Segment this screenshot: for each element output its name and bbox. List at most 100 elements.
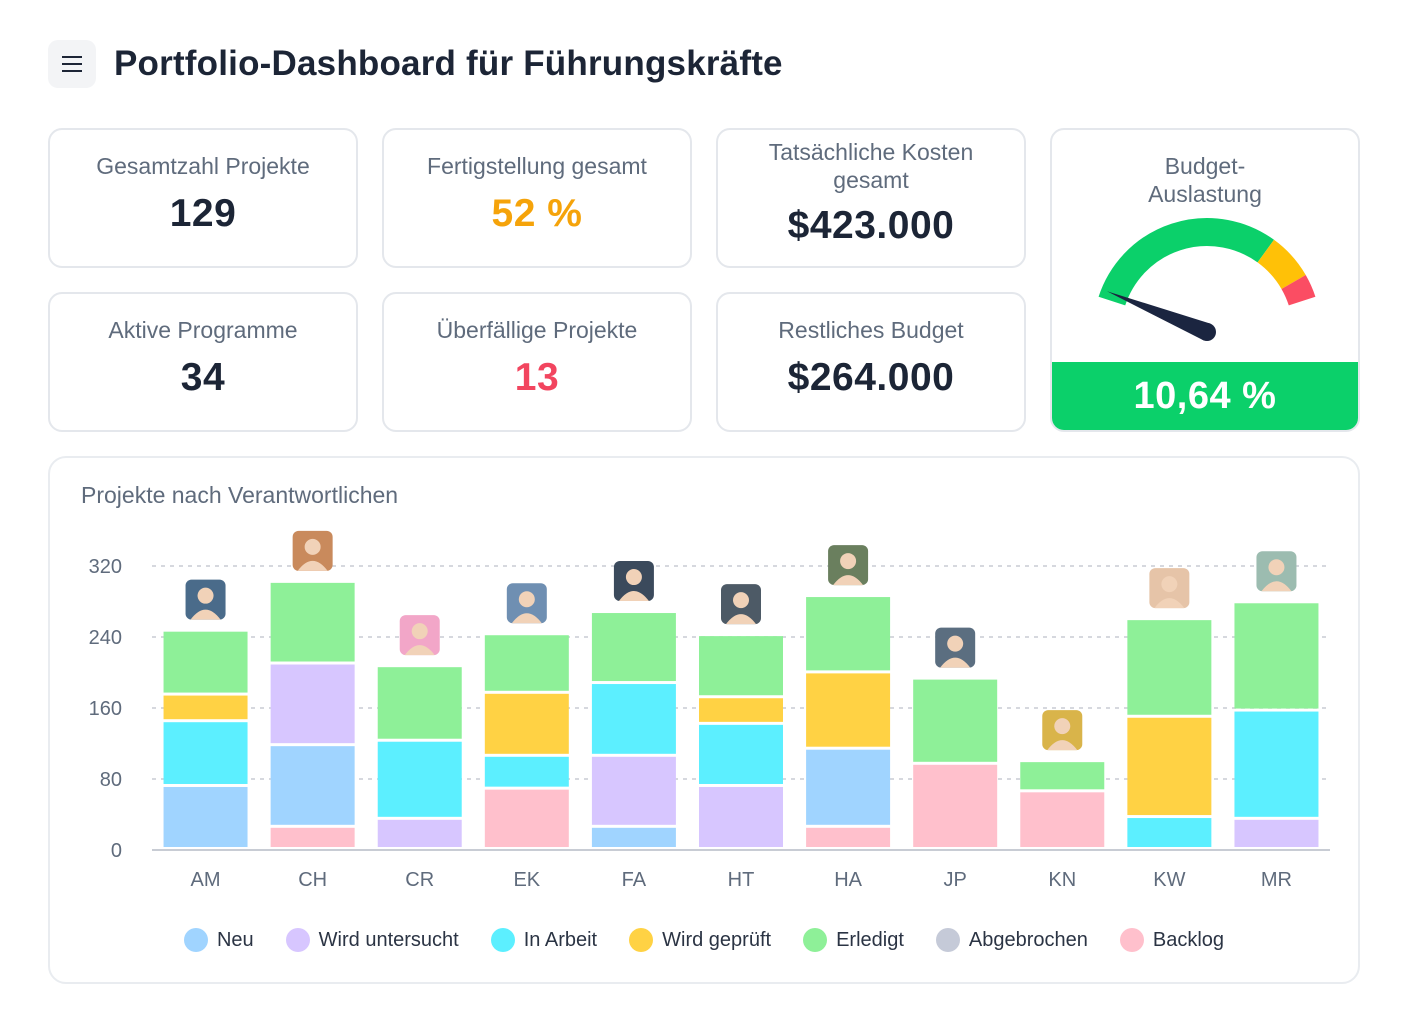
kpi-label: Aktive Programme: [108, 317, 298, 343]
gauge-needle: [1106, 291, 1211, 341]
gauge-value: 10,64 %: [1052, 362, 1358, 430]
bar-segment: [270, 582, 355, 662]
avatar: [1149, 568, 1190, 609]
bar-segment: [163, 722, 248, 784]
legend-item[interactable]: Erledigt: [803, 928, 904, 952]
legend-swatch: [285, 928, 310, 952]
x-tick-label: HT: [728, 869, 755, 891]
gauge-needle-hub: [1198, 323, 1216, 341]
kpi-value: 52 %: [491, 192, 583, 235]
legend-item[interactable]: Backlog: [1119, 928, 1225, 952]
bar-segment: [806, 597, 891, 671]
legend-swatch: [803, 928, 828, 952]
bar-segment: [806, 673, 891, 747]
bar-segment: [1127, 818, 1212, 847]
legend-swatch: [629, 928, 654, 952]
chart-title: Projekte nach Verantwortlichen: [81, 482, 399, 508]
x-tick-label: EK: [513, 869, 540, 891]
x-tick-label: KN: [1048, 869, 1076, 891]
bar-segment: [163, 786, 248, 847]
kpi-value: $264.000: [787, 356, 955, 399]
bar-segment: [1127, 620, 1212, 715]
bar-segment: [591, 827, 676, 847]
bar-segment: [163, 695, 248, 720]
gauge-arc-green: [1098, 218, 1274, 306]
bar-segment: [913, 764, 998, 847]
legend-label: Wird untersucht: [318, 928, 459, 951]
legend-label: In Arbeit: [523, 928, 598, 951]
kpi-card-overdue-projects: Überfällige Projekte 13: [382, 292, 692, 432]
bar-segment: [484, 789, 569, 847]
legend-label: Neu: [216, 928, 254, 951]
kpi-card-total-projects: Gesamtzahl Projekte 129: [48, 128, 358, 268]
avatar: [1042, 710, 1083, 751]
bar-segment: [377, 741, 462, 817]
kpi-label: Restliches Budget: [778, 317, 964, 343]
legend-item[interactable]: Wird geprüft: [629, 928, 771, 952]
avatar: [506, 583, 547, 624]
x-tick-label: FA: [622, 869, 647, 891]
budget-gauge: [1098, 218, 1316, 341]
kpi-card-remaining-budget: Restliches Budget $264.000: [716, 292, 1026, 432]
bar-segment: [591, 684, 676, 754]
legend-label: Backlog: [1152, 928, 1225, 951]
legend-label: Wird geprüft: [662, 928, 772, 951]
avatar: [185, 579, 226, 620]
y-tick-label: 160: [89, 698, 122, 720]
avatar: [1256, 551, 1297, 592]
avatar: [613, 561, 654, 602]
legend-swatch: [183, 928, 208, 952]
legend-swatch: [935, 928, 960, 952]
legend-swatch: [1119, 928, 1144, 952]
y-tick-label: 80: [100, 769, 122, 791]
avatar: [399, 615, 440, 656]
bar-segment: [1234, 711, 1319, 817]
legend-item[interactable]: Wird untersucht: [285, 928, 459, 952]
projects-by-owner-card: Projekte nach Verantwortlichen 0 80 160 240…: [48, 456, 1360, 984]
x-tick-label: CH: [298, 869, 327, 891]
bar-segment: [1234, 603, 1319, 709]
legend-item[interactable]: Neu: [183, 928, 254, 952]
page-header: Portfolio-Dashboard für Führungskräfte: [48, 40, 783, 88]
bar-segment: [1020, 792, 1105, 847]
bar-segment: [913, 679, 998, 762]
gauge-arc-yellow: [1257, 239, 1306, 290]
legend-item[interactable]: Abgebrochen: [935, 928, 1088, 952]
bar-segment: [591, 756, 676, 825]
budget-gauge-card: Budget-Auslastung 10,64 %: [1050, 128, 1360, 432]
avatar: [828, 545, 869, 586]
kpi-label: Fertigstellung gesamt: [427, 153, 647, 179]
chart-legend: Neu Wird untersucht In Arbeit Wird geprüft E…: [50, 928, 1358, 952]
kpi-value: $423.000: [787, 204, 955, 247]
legend-item[interactable]: In Arbeit: [490, 928, 598, 952]
y-tick-label: 0: [111, 840, 122, 862]
x-tick-label: KW: [1153, 869, 1185, 891]
bar-segment: [699, 698, 783, 722]
x-tick-label: JP: [944, 869, 967, 891]
bar-segment: [1234, 819, 1319, 847]
bar-segment: [699, 786, 783, 847]
avatar: [935, 627, 976, 668]
bar-segment: [484, 693, 569, 754]
hamburger-menu-icon[interactable]: [48, 40, 96, 88]
kpi-value: 129: [169, 192, 237, 235]
x-tick-label: AM: [191, 869, 221, 891]
legend-label: Abgebrochen: [968, 928, 1088, 951]
bar-segment: [377, 667, 462, 739]
avatar: [292, 530, 333, 571]
bar-segment: [484, 756, 569, 787]
gauge-arc-red: [1281, 275, 1316, 306]
kpi-card-completion: Fertigstellung gesamt 52 %: [382, 128, 692, 268]
y-tick-label: 240: [89, 627, 122, 649]
bar-segment: [377, 819, 462, 847]
bar-segment: [806, 827, 891, 847]
avatar: [721, 584, 761, 625]
bar-segment: [1020, 762, 1105, 790]
bar-segment: [484, 635, 569, 691]
bar-segment: [806, 749, 891, 825]
kpi-value: 13: [514, 356, 560, 399]
kpi-label: Überfällige Projekte: [436, 317, 638, 343]
kpi-card-active-programs: Aktive Programme 34: [48, 292, 358, 432]
stacked-bar-chart: 0 80 160 240 320 AM CH CR EK FA HT HA JP KN KW MR: [89, 530, 1330, 891]
bar-segment: [163, 631, 248, 693]
